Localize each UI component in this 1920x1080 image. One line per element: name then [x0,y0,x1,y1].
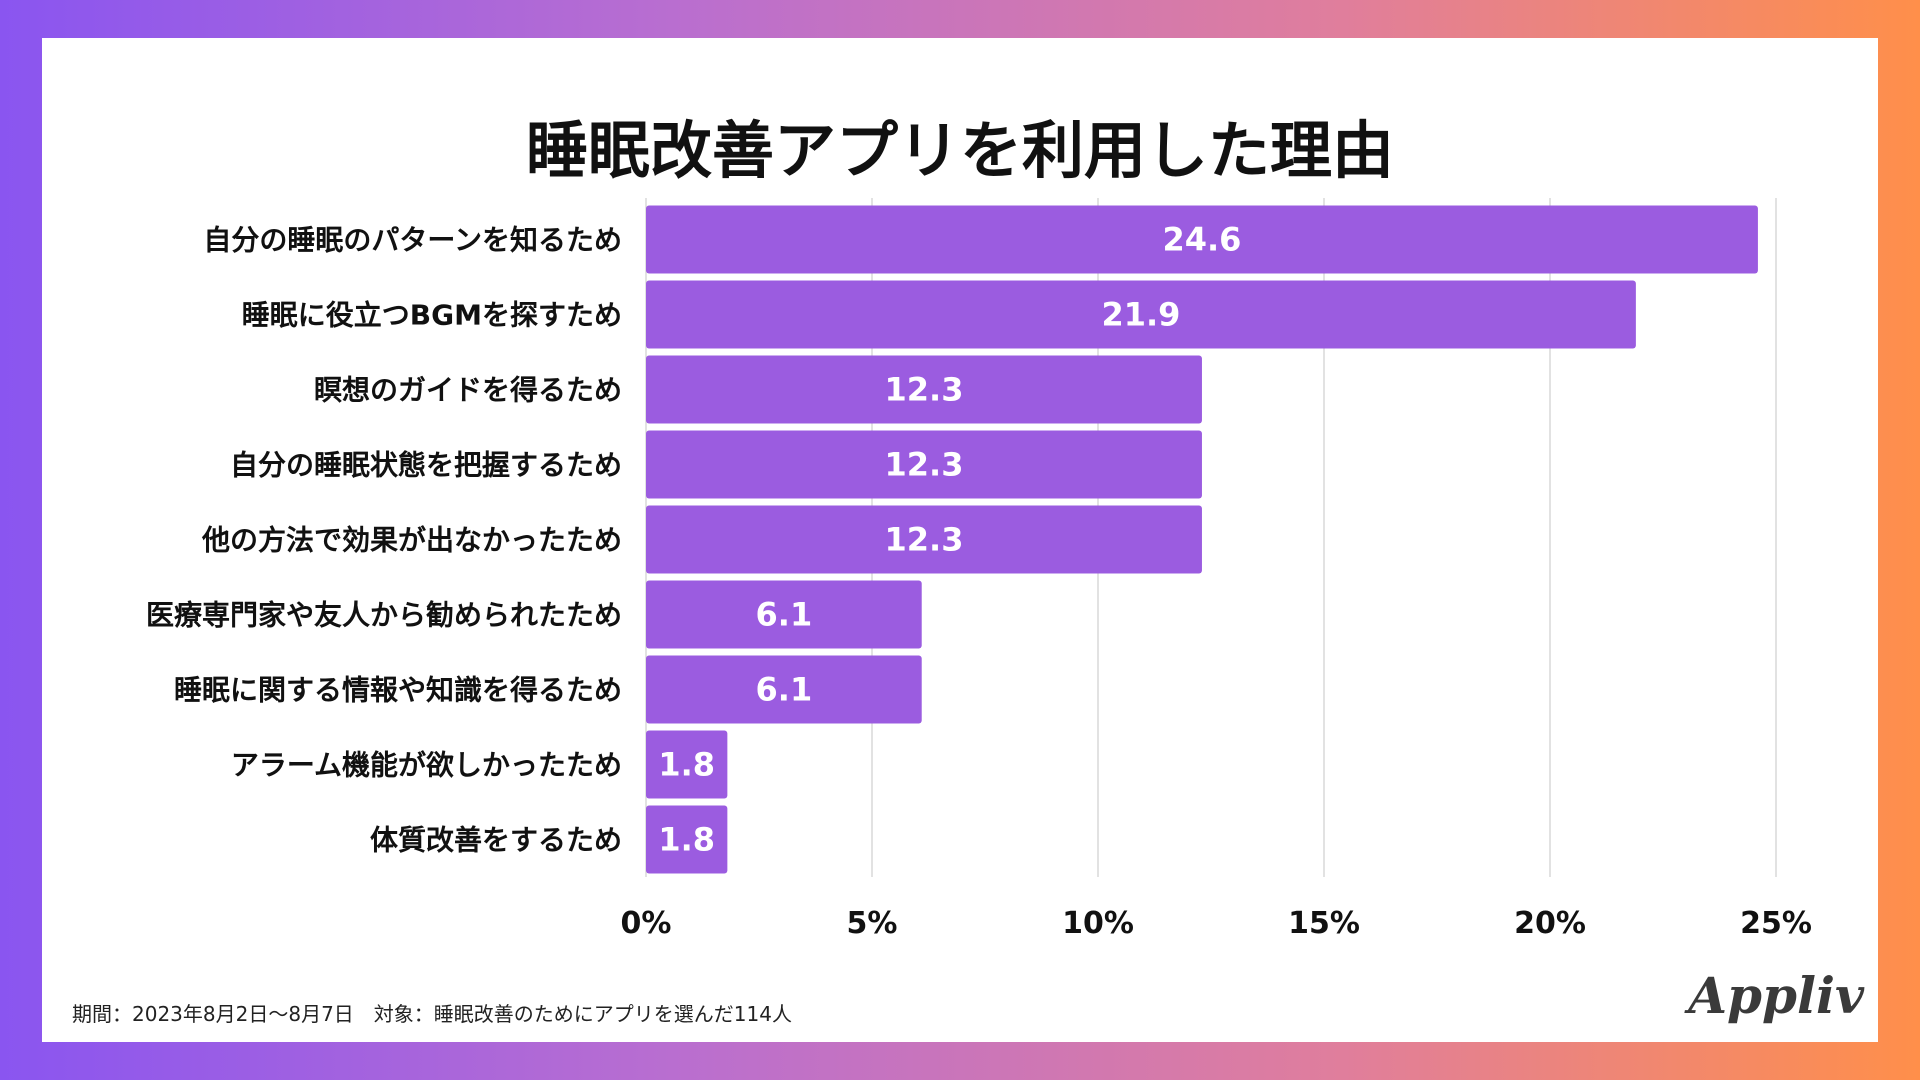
category-label: 他の方法で効果が出なかったため [201,524,622,557]
category-label: 睡眠に関する情報や知識を得るため [174,674,622,707]
value-label: 24.6 [1162,221,1241,259]
survey-footnote: 期間：2023年8月2日〜8月7日 対象：睡眠改善のためにアプリを選んだ114人 [72,1002,792,1026]
value-label: 1.8 [658,821,715,859]
bar [646,280,1636,349]
bar [646,205,1758,274]
bar [646,655,922,724]
category-label: アラーム機能が欲しかったため [231,749,622,782]
bar [646,355,1202,424]
value-label: 1.8 [658,746,715,784]
x-tick-label: 10% [1062,906,1134,941]
x-tick-label: 5% [847,906,898,941]
category-label: 自分の睡眠のパターンを知るため [203,224,622,257]
chart-title: 睡眠改善アプリを利用した理由 [525,114,1394,187]
category-label: 睡眠に役立つBGMを探すため [242,299,622,332]
bar [646,805,728,874]
category-label: 自分の睡眠状態を把握するため [230,449,622,482]
bar [646,430,1202,499]
category-label: 瞑想のガイドを得るため [314,374,622,407]
value-label: 21.9 [1101,296,1180,334]
appliv-logo: Appliv [1688,966,1864,1025]
category-label: 体質改善をするため [370,824,622,857]
category-label: 医療専門家や友人から勧められたため [146,599,622,632]
x-tick-label: 0% [621,906,672,941]
bar [646,730,728,799]
value-label: 6.1 [756,596,813,634]
value-label: 12.3 [885,521,964,559]
bar [646,505,1202,574]
x-tick-label: 15% [1288,906,1360,941]
chart-card: 睡眠改善アプリを利用した理由 自分の睡眠のパターンを知るため 24.6 睡眠に役立つ… [42,38,1878,1042]
bar-chart: 自分の睡眠のパターンを知るため 24.6 睡眠に役立つBGMを探すため 21.9 瞑想の… [146,198,1812,941]
value-label: 12.3 [885,371,964,409]
bar [646,580,922,649]
x-tick-label: 20% [1514,906,1586,941]
value-label: 6.1 [756,671,813,709]
x-tick-label: 25% [1740,906,1812,941]
value-label: 12.3 [885,446,964,484]
